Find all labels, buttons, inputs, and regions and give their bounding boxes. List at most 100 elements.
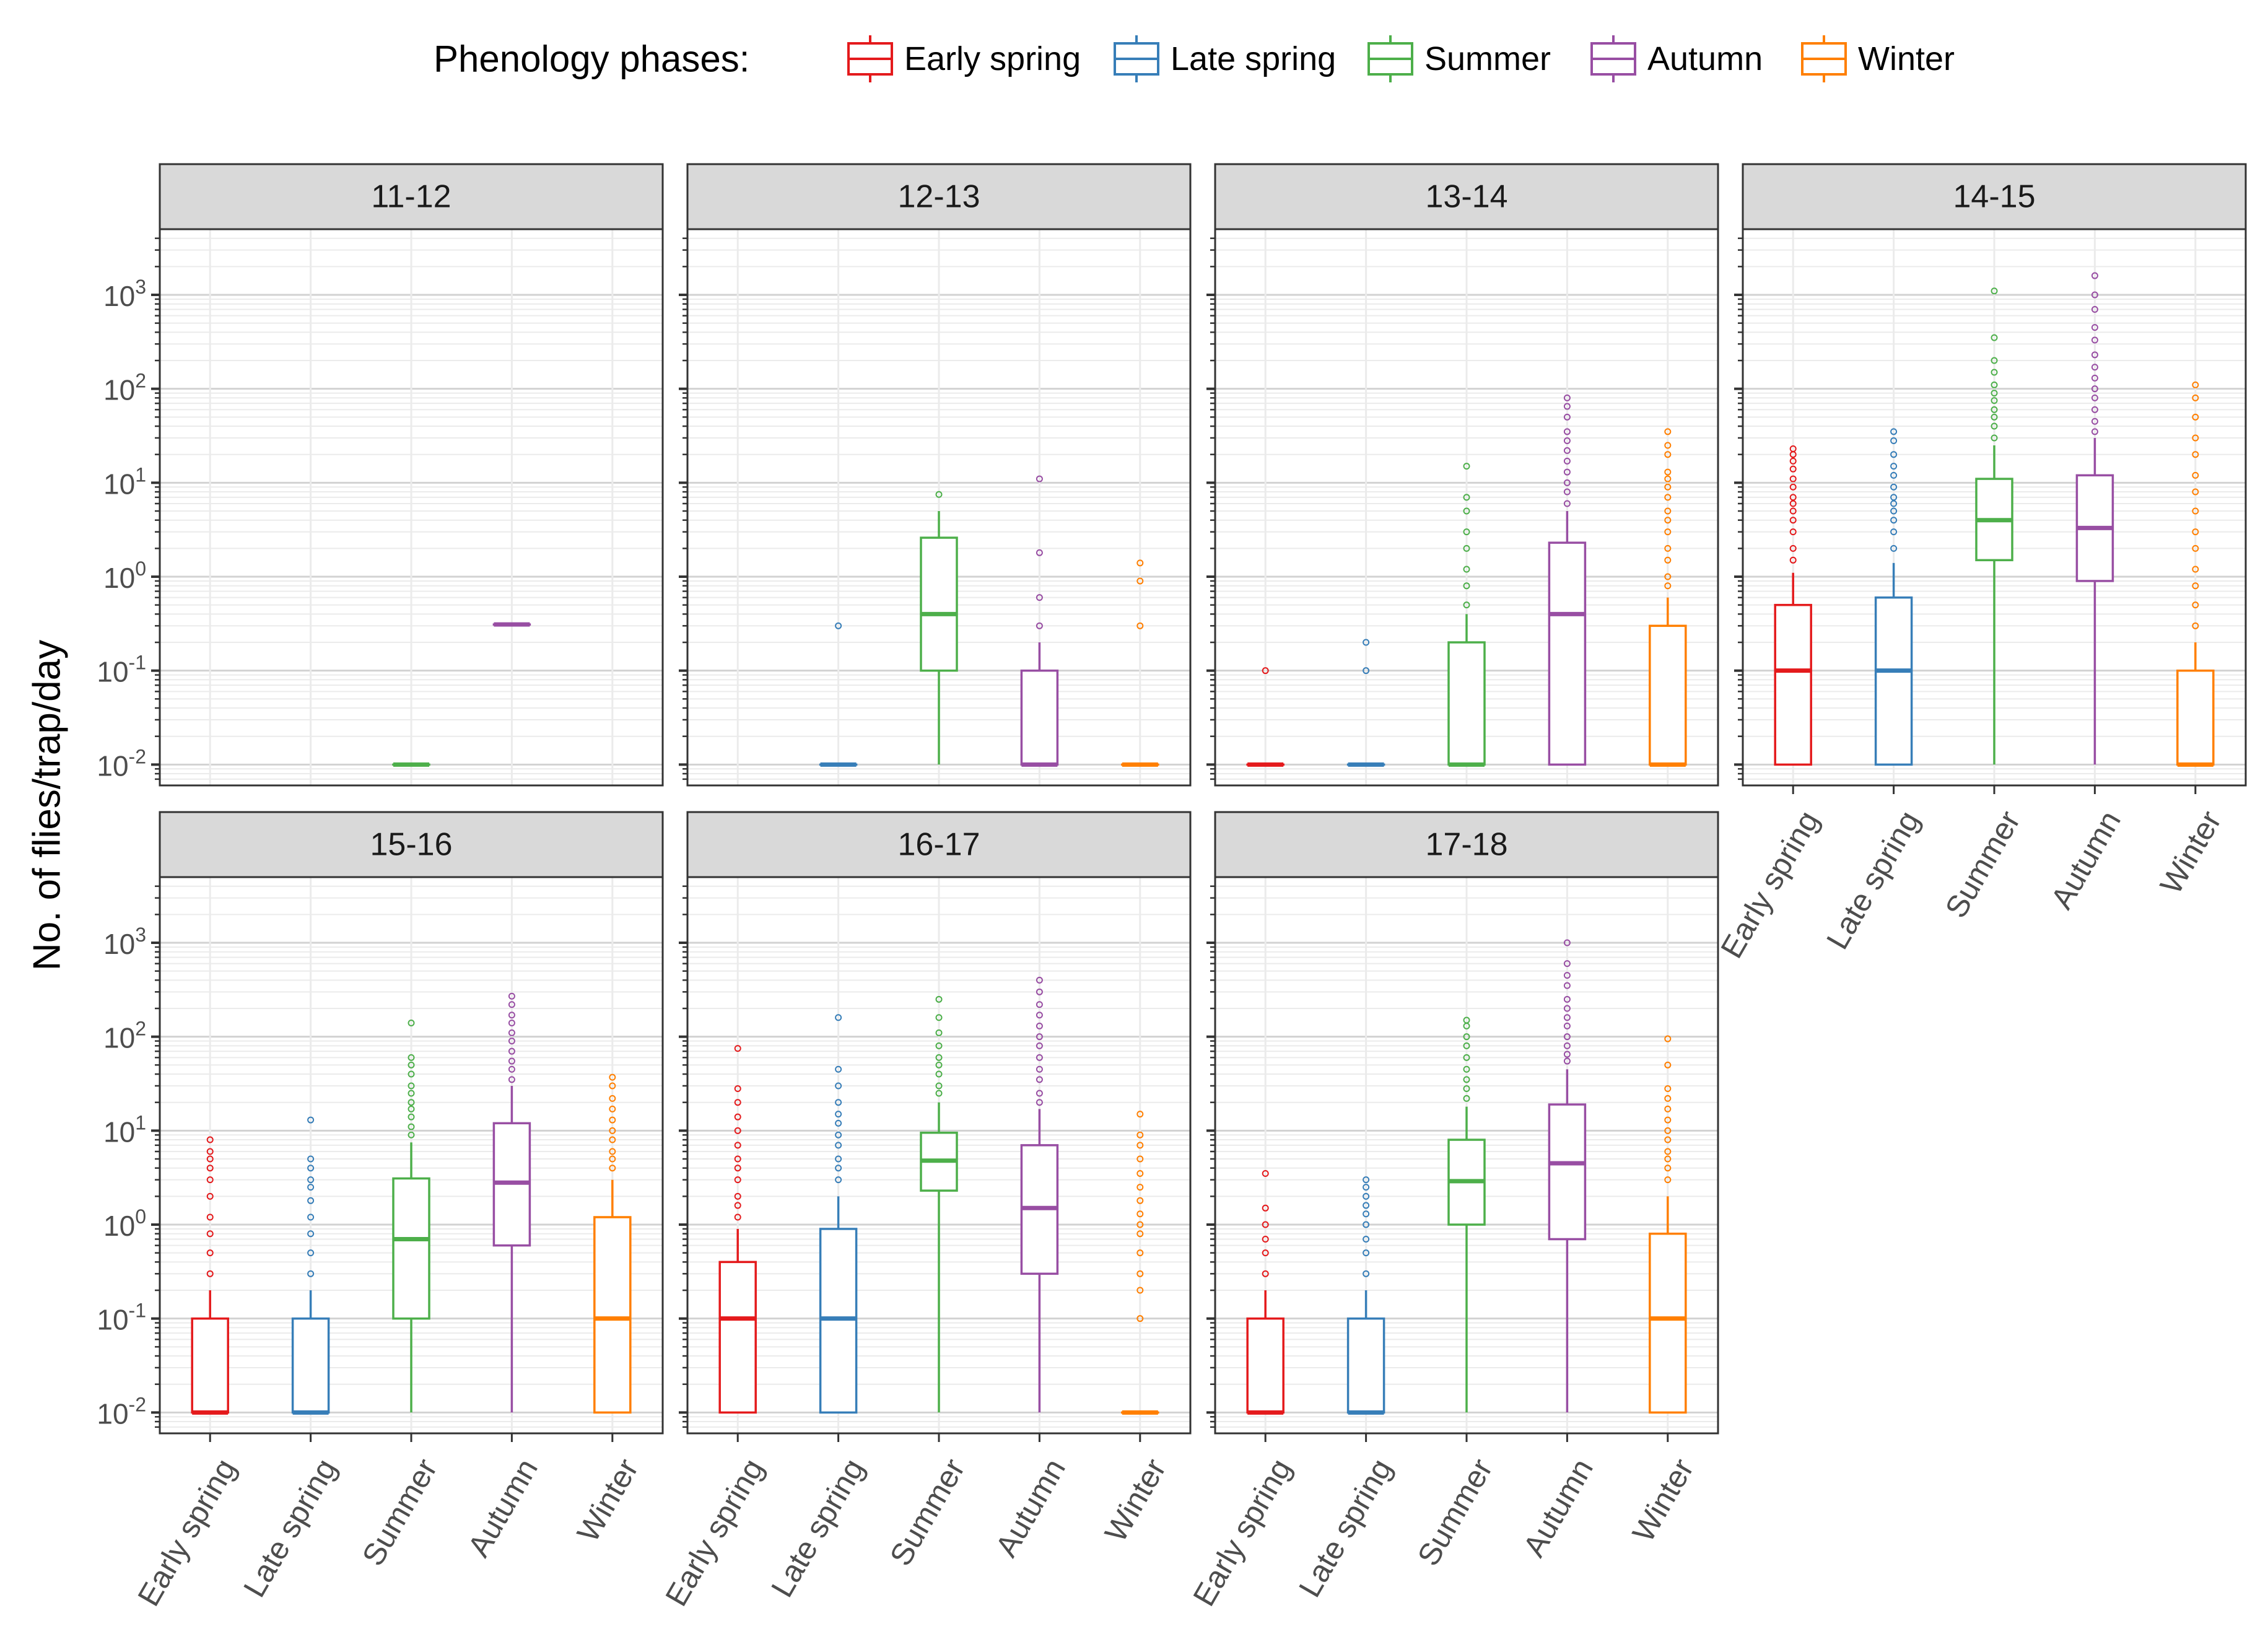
outlier-point (408, 1061, 415, 1069)
x-tick-label: Autumn (1516, 1453, 1600, 1563)
outlier-point (508, 1020, 515, 1027)
outlier-point (1991, 413, 1998, 421)
outlier-point (1136, 1230, 1144, 1238)
legend-item-summer: Summer (1367, 35, 1551, 82)
outlier-point (408, 1070, 415, 1078)
outlier-point (1363, 1249, 1370, 1257)
outlier-point (1463, 582, 1470, 590)
outlier-point (307, 1116, 315, 1124)
outlier-point (1563, 428, 1571, 435)
outlier-point (1262, 1221, 1269, 1228)
outlier-point (1136, 1210, 1144, 1218)
legend-label: Early spring (904, 40, 1081, 77)
outlier-point (1463, 1065, 1470, 1073)
outlier-point (1664, 1136, 1672, 1143)
outlier-point (1262, 1169, 1269, 1177)
outlier-point (1664, 494, 1672, 501)
panel-title: 16-17 (898, 827, 980, 863)
outlier-point (1036, 976, 1043, 984)
outlier-point (1890, 451, 1898, 458)
outlier-point (1036, 1001, 1043, 1008)
outlier-point (1991, 406, 1998, 413)
outlier-point (2192, 488, 2199, 496)
outlier-point (1890, 507, 1898, 515)
panel-title: 17-18 (1426, 827, 1508, 863)
outlier-point (1890, 494, 1898, 501)
outlier-point (1664, 468, 1672, 476)
outlier-point (408, 1123, 415, 1130)
y-tick-label: 10-1 (97, 652, 146, 688)
box-autumn (2075, 272, 2114, 765)
y-axis-ticks (1206, 885, 1215, 1428)
outlier-point (609, 1116, 616, 1124)
outlier-point (206, 1249, 214, 1257)
outlier-point (2192, 394, 2199, 401)
outlier-point (206, 1230, 214, 1238)
outlier-point (1036, 1099, 1043, 1106)
box-late-spring (1874, 428, 1913, 766)
box-late-spring (819, 622, 858, 767)
outlier-point (935, 995, 943, 1003)
outlier-point (1664, 1165, 1672, 1172)
x-tick-label: Late spring (764, 1453, 871, 1603)
panel-strip (1742, 163, 2247, 230)
panel-13-14: 13-14 (1206, 163, 1719, 787)
outlier-point (1136, 1315, 1144, 1322)
outlier-point (1136, 1169, 1144, 1177)
outlier-point (1463, 1095, 1470, 1102)
outlier-point (734, 1213, 741, 1221)
outlier-point (1991, 390, 1998, 397)
outlier-point (734, 1099, 741, 1106)
box-summer (1447, 1016, 1486, 1413)
x-tick-label: Early spring (1714, 805, 1825, 964)
x-tick-label: Autumn (2044, 805, 2127, 915)
outlier-point (2091, 336, 2098, 344)
box-early-spring (718, 1045, 757, 1414)
outlier-point (734, 1113, 741, 1121)
outlier-point (408, 1099, 415, 1106)
outlier-point (1363, 1202, 1370, 1209)
outlier-point (609, 1165, 616, 1172)
outlier-point (508, 1065, 515, 1073)
outlier-point (1563, 500, 1571, 507)
box-winter (2176, 381, 2215, 767)
outlier-point (1262, 667, 1269, 675)
outlier-point (835, 1082, 842, 1090)
outlier-point (835, 1065, 842, 1073)
outlier-point (1664, 1176, 1672, 1184)
outlier-point (1789, 445, 1797, 452)
outlier-point (2091, 385, 2098, 393)
outlier-point (734, 1176, 741, 1184)
outlier-point (1036, 549, 1043, 556)
outlier-point (1463, 1054, 1470, 1061)
outlier-point (1664, 1085, 1672, 1093)
box-autumn (1548, 939, 1587, 1413)
x-tick-label: Winter (570, 1453, 645, 1548)
outlier-point (2091, 364, 2098, 371)
outlier-point (206, 1192, 214, 1200)
outlier-point (734, 1165, 741, 1172)
outlier-point (1563, 1014, 1571, 1021)
outlier-point (1563, 972, 1571, 979)
x-tick-label: Summer (1939, 805, 2027, 924)
iqr-box (1548, 1103, 1587, 1241)
outlier-point (1991, 369, 1998, 376)
box-winter (593, 1073, 632, 1414)
outlier-point (2192, 528, 2199, 536)
outlier-point (307, 1176, 315, 1184)
outlier-point (835, 1131, 842, 1138)
outlier-point (1563, 457, 1571, 465)
outlier-point (2192, 601, 2199, 609)
outlier-point (1262, 1249, 1269, 1257)
outlier-point (1262, 1236, 1269, 1243)
panel-title: 13-14 (1426, 179, 1508, 215)
outlier-point (1136, 1221, 1144, 1228)
iqr-box (191, 1317, 229, 1414)
outlier-point (1664, 528, 1672, 536)
outlier-point (1664, 544, 1672, 552)
outlier-point (1563, 1033, 1571, 1041)
